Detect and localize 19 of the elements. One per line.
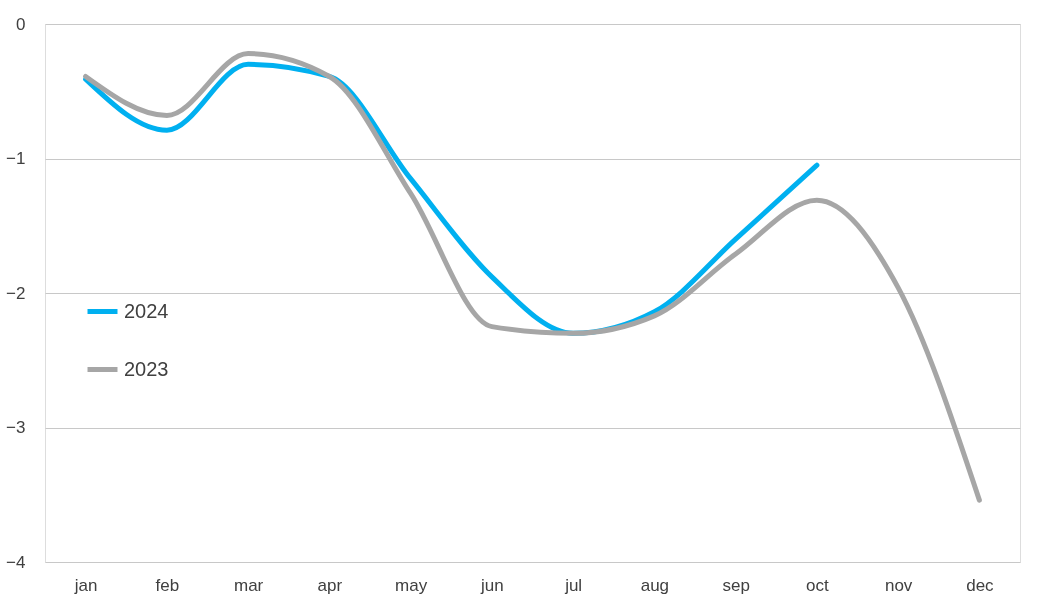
- x-tick-label: nov: [884, 575, 913, 595]
- x-tick-label: may: [395, 575, 428, 595]
- y-tick-label: −4: [6, 552, 26, 572]
- y-tick-label: 0: [16, 14, 26, 34]
- x-tick-label: feb: [155, 575, 180, 595]
- legend-label: 2023: [124, 357, 169, 380]
- y-tick-label: −1: [6, 149, 26, 168]
- x-tick-label: jul: [564, 575, 583, 595]
- x-tick-label: mar: [233, 575, 264, 595]
- y-tick-label: −3: [6, 418, 26, 437]
- x-tick-label: sep: [722, 575, 750, 595]
- x-tick-label: apr: [317, 575, 343, 595]
- x-tick-label: aug: [640, 575, 670, 595]
- x-tick-label: jan: [73, 575, 98, 595]
- y-tick-label: −2: [6, 283, 26, 303]
- x-tick-label: oct: [806, 575, 829, 595]
- x-tick-label: dec: [966, 575, 995, 595]
- x-tick-label: jun: [480, 575, 504, 595]
- legend-label: 2024: [124, 299, 169, 322]
